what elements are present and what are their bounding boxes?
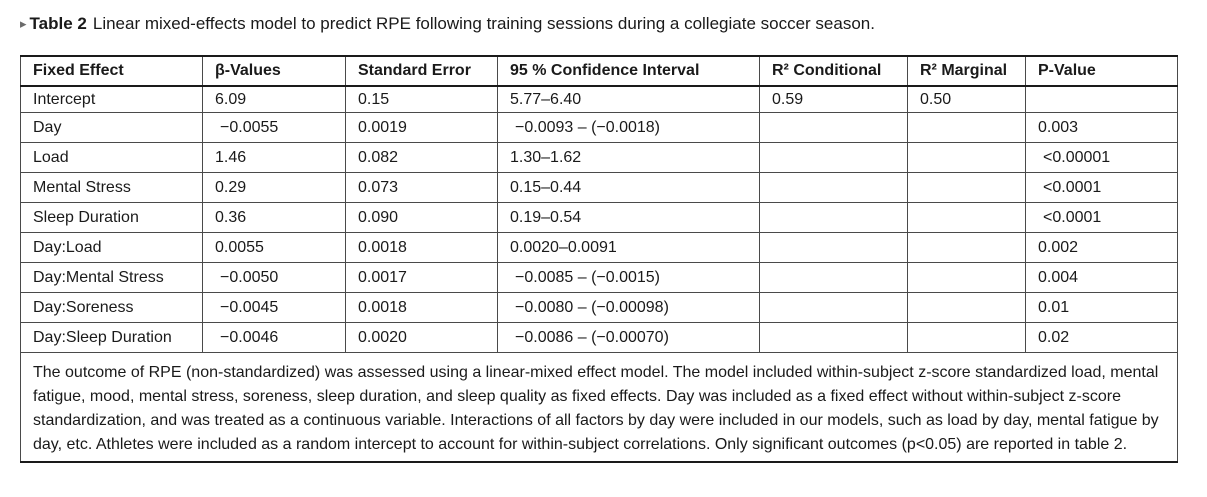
cell-standard-error: 0.0020 [345,322,498,353]
cell-beta: −0.0055 [202,112,346,143]
header-row: Fixed Effect β-Values Standard Error 95 … [20,55,1178,87]
cell-standard-error: 0.0017 [345,262,498,293]
cell-fixed-effect: Day:Load [20,232,203,263]
table-row: Mental Stress 0.29 0.073 0.15–0.44 <0.00… [20,172,1178,203]
header-r2-marginal: R² Marginal [907,55,1026,87]
cell-confidence-interval: 5.77–6.40 [497,86,760,113]
cell-r2-conditional [759,232,908,263]
cell-confidence-interval: −0.0086 – (−0.00070) [497,322,760,353]
cell-r2-conditional: 0.59 [759,86,908,113]
cell-beta: 0.36 [202,202,346,233]
caption-marker-icon: ▸ [20,16,27,31]
cell-r2-marginal [907,172,1026,203]
cell-beta: 0.29 [202,172,346,203]
cell-confidence-interval: 0.15–0.44 [497,172,760,203]
table-footnote: The outcome of RPE (non-standardized) wa… [20,352,1178,463]
cell-fixed-effect: Intercept [20,86,203,113]
cell-confidence-interval: −0.0080 – (−0.00098) [497,292,760,323]
cell-confidence-interval: 0.0020–0.0091 [497,232,760,263]
header-r2-conditional: R² Conditional [759,55,908,87]
cell-p-value: <0.00001 [1025,142,1178,173]
cell-p-value: 0.003 [1025,112,1178,143]
table-row: Day:Soreness −0.0045 0.0018 −0.0080 – (−… [20,292,1178,323]
cell-r2-conditional [759,262,908,293]
header-fixed-effect: Fixed Effect [20,55,203,87]
cell-fixed-effect: Day:Sleep Duration [20,322,203,353]
cell-r2-conditional [759,142,908,173]
table-row: Day −0.0055 0.0019 −0.0093 – (−0.0018) 0… [20,112,1178,143]
table-row: Sleep Duration 0.36 0.090 0.19–0.54 <0.0… [20,202,1178,233]
cell-r2-marginal [907,322,1026,353]
header-standard-error: Standard Error [345,55,498,87]
cell-fixed-effect: Day:Mental Stress [20,262,203,293]
cell-fixed-effect: Load [20,142,203,173]
cell-p-value: 0.002 [1025,232,1178,263]
cell-r2-conditional [759,172,908,203]
cell-standard-error: 0.082 [345,142,498,173]
cell-standard-error: 0.0019 [345,112,498,143]
cell-r2-marginal [907,232,1026,263]
cell-r2-marginal [907,112,1026,143]
cell-standard-error: 0.15 [345,86,498,113]
cell-p-value: 0.02 [1025,322,1178,353]
header-p-value: P-Value [1025,55,1178,87]
cell-r2-marginal [907,142,1026,173]
cell-r2-conditional [759,112,908,143]
cell-r2-marginal [907,262,1026,293]
cell-beta: 1.46 [202,142,346,173]
cell-r2-conditional [759,202,908,233]
cell-confidence-interval: −0.0085 – (−0.0015) [497,262,760,293]
cell-r2-marginal [907,292,1026,323]
footnote-row: The outcome of RPE (non-standardized) wa… [20,352,1178,463]
table-caption: ▸ Table 2 Linear mixed-effects model to pr… [20,13,875,36]
header-confidence-interval: 95 % Confidence Interval [497,55,760,87]
cell-r2-marginal [907,202,1026,233]
results-table: Fixed Effect β-Values Standard Error 95 … [20,55,1178,463]
cell-standard-error: 0.073 [345,172,498,203]
cell-confidence-interval: 0.19–0.54 [497,202,760,233]
cell-r2-conditional [759,322,908,353]
cell-r2-marginal: 0.50 [907,86,1026,113]
cell-confidence-interval: −0.0093 – (−0.0018) [497,112,760,143]
table-row: Intercept 6.09 0.15 5.77–6.40 0.59 0.50 [20,86,1178,113]
cell-p-value: 0.01 [1025,292,1178,323]
cell-beta: −0.0045 [202,292,346,323]
cell-beta: 0.0055 [202,232,346,263]
cell-confidence-interval: 1.30–1.62 [497,142,760,173]
cell-standard-error: 0.090 [345,202,498,233]
cell-p-value [1025,86,1178,113]
cell-standard-error: 0.0018 [345,232,498,263]
table-row: Day:Load 0.0055 0.0018 0.0020–0.0091 0.0… [20,232,1178,263]
cell-beta: −0.0046 [202,322,346,353]
cell-standard-error: 0.0018 [345,292,498,323]
cell-fixed-effect: Day:Soreness [20,292,203,323]
cell-fixed-effect: Sleep Duration [20,202,203,233]
cell-fixed-effect: Day [20,112,203,143]
caption-text: Linear mixed-effects model to predict RP… [92,14,875,33]
cell-r2-conditional [759,292,908,323]
table-row: Day:Mental Stress −0.0050 0.0017 −0.0085… [20,262,1178,293]
cell-fixed-effect: Mental Stress [20,172,203,203]
cell-beta: −0.0050 [202,262,346,293]
header-beta-values: β-Values [202,55,346,87]
table-row: Load 1.46 0.082 1.30–1.62 <0.00001 [20,142,1178,173]
table-row: Day:Sleep Duration −0.0046 0.0020 −0.008… [20,322,1178,353]
cell-p-value: <0.0001 [1025,202,1178,233]
cell-p-value: <0.0001 [1025,172,1178,203]
table-label: Table 2 [29,14,87,33]
cell-p-value: 0.004 [1025,262,1178,293]
cell-beta: 6.09 [202,86,346,113]
